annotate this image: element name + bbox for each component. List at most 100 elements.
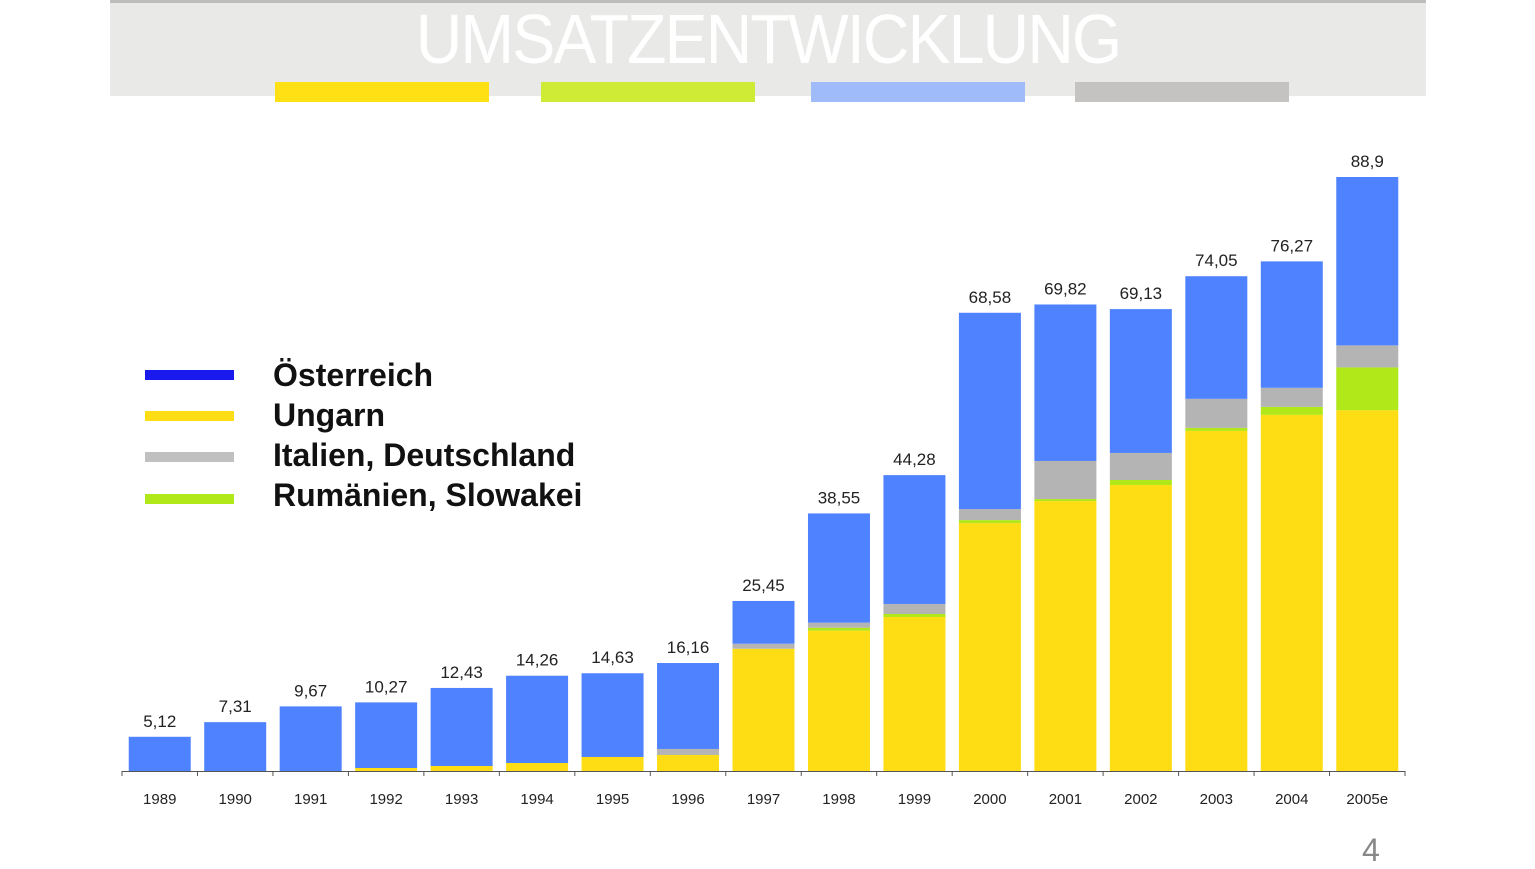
header-band: UMSATZENTWICKLUNG xyxy=(110,0,1426,96)
data-label-total: 14,63 xyxy=(591,648,634,667)
bar-segment-österreich-1997 xyxy=(732,600,795,644)
data-label-total: 9,67 xyxy=(294,681,327,700)
x-tick-label: 1991 xyxy=(294,791,327,808)
legend-label: Rumänien, Slowakei xyxy=(273,477,583,513)
bar-segment-ungarn-1999 xyxy=(883,616,946,771)
legend-swatch xyxy=(145,452,234,462)
bar-segment-rumänien-slowakei-2004 xyxy=(1260,406,1323,415)
bar-segment-italien-deutschland-1999 xyxy=(883,603,946,614)
bar-segment-rumänien-slowakei-1998 xyxy=(807,627,870,631)
bar-segment-ungarn-1997 xyxy=(732,648,795,771)
bar-segment-italien-deutschland-2002 xyxy=(1109,452,1172,481)
x-tick-label: 2000 xyxy=(973,791,1006,808)
bar-segment-österreich-1992 xyxy=(355,702,418,768)
bar-segment-österreich-1998 xyxy=(807,513,870,623)
bar-segment-italien-deutschland-2005e xyxy=(1336,345,1399,368)
data-label-total: 16,16 xyxy=(667,638,710,657)
bar-segment-ungarn-1998 xyxy=(807,630,870,771)
legend-label: Ungarn xyxy=(273,397,385,433)
legend-label: Italien, Deutschland xyxy=(273,437,576,473)
bar-segment-italien-deutschland-2003 xyxy=(1185,398,1248,428)
bar-segment-österreich-2000 xyxy=(958,312,1021,510)
bar-segment-österreich-2001 xyxy=(1034,304,1097,461)
x-tick-label: 1994 xyxy=(520,791,553,808)
x-tick-label: 2002 xyxy=(1124,791,1157,808)
bar-segment-österreich-1995 xyxy=(581,673,644,757)
bar-segment-österreich-1991 xyxy=(279,706,342,771)
bar-segment-ungarn-2000 xyxy=(958,523,1021,771)
bar-segment-italien-deutschland-1998 xyxy=(807,622,870,628)
data-label-total: 7,31 xyxy=(219,697,252,716)
bar-segment-österreich-2003 xyxy=(1185,276,1248,399)
header-top-border xyxy=(110,0,1426,3)
bar-segment-italien-deutschland-2001 xyxy=(1034,460,1097,500)
data-label-total: 14,26 xyxy=(516,651,559,670)
color-strip-blue xyxy=(811,82,1025,102)
x-tick-label: 1989 xyxy=(143,791,176,808)
bar-segment-rumänien-slowakei-1999 xyxy=(883,613,946,617)
x-tick-label: 1992 xyxy=(369,791,402,808)
legend-swatch xyxy=(145,411,234,421)
bar-segment-ungarn-1992 xyxy=(355,767,418,771)
bar-segment-ungarn-1993 xyxy=(430,765,493,771)
bar-segment-ungarn-2005e xyxy=(1336,410,1399,771)
bar-segment-ungarn-2002 xyxy=(1109,485,1172,771)
x-tick-label: 1993 xyxy=(445,791,478,808)
data-label-total: 68,58 xyxy=(969,288,1012,307)
data-label-total: 44,28 xyxy=(893,450,936,469)
color-strip-green xyxy=(541,82,755,102)
data-label-total: 69,13 xyxy=(1120,284,1163,303)
slide-title: UMSATZENTWICKLUNG xyxy=(415,0,1122,78)
x-tick-label: 2003 xyxy=(1200,791,1233,808)
bar-segment-ungarn-1994 xyxy=(506,762,569,771)
x-tick-label: 1999 xyxy=(898,791,931,808)
color-strip-yellow xyxy=(275,82,489,102)
bar-segment-rumänien-slowakei-2003 xyxy=(1185,427,1248,431)
x-tick-label: 1996 xyxy=(671,791,704,808)
bar-segment-österreich-1996 xyxy=(657,663,720,749)
data-label-total: 76,27 xyxy=(1271,236,1314,255)
bar-segment-österreich-1999 xyxy=(883,475,946,604)
data-label-total: 38,55 xyxy=(818,488,861,507)
x-tick-label: 2005e xyxy=(1346,791,1388,808)
color-strip-gray xyxy=(1075,82,1289,102)
data-label-total: 12,43 xyxy=(440,663,483,682)
bar-segment-rumänien-slowakei-2002 xyxy=(1109,480,1172,486)
bar-segment-italien-deutschland-2004 xyxy=(1260,387,1323,407)
data-label-total: 5,12 xyxy=(143,712,176,731)
x-tick-label: 1995 xyxy=(596,791,629,808)
data-label-total: 10,27 xyxy=(365,677,408,696)
bar-segment-rumänien-slowakei-2005e xyxy=(1336,367,1399,411)
data-label-total: 74,05 xyxy=(1195,251,1238,270)
bar-segment-ungarn-1996 xyxy=(657,754,720,771)
bar-segment-ungarn-1995 xyxy=(581,756,644,771)
bar-segment-österreich-2004 xyxy=(1260,261,1323,388)
bar-segment-ungarn-2004 xyxy=(1260,414,1323,771)
bar-segment-österreich-2002 xyxy=(1109,309,1172,453)
legend-label: Österreich xyxy=(273,357,434,393)
bar-segment-italien-deutschland-2000 xyxy=(958,509,1021,521)
bar-segment-österreich-1990 xyxy=(204,722,267,771)
bar-segment-italien-deutschland-1996 xyxy=(657,748,720,755)
bar-segment-ungarn-2001 xyxy=(1034,501,1097,771)
x-tick-label: 1998 xyxy=(822,791,855,808)
bar-segment-österreich-1994 xyxy=(506,675,569,763)
page-number: 4 xyxy=(1362,832,1380,868)
bar-segment-österreich-1989 xyxy=(128,736,191,771)
bar-segment-österreich-2005e xyxy=(1336,177,1399,346)
x-tick-label: 1997 xyxy=(747,791,780,808)
bar-segment-österreich-1993 xyxy=(430,687,493,766)
legend-swatch xyxy=(145,370,234,380)
x-tick-label: 2001 xyxy=(1049,791,1082,808)
bar-segment-rumänien-slowakei-2001 xyxy=(1034,499,1097,502)
bar-segment-ungarn-2003 xyxy=(1185,430,1248,771)
data-label-total: 69,82 xyxy=(1044,279,1087,298)
bar-segment-italien-deutschland-1997 xyxy=(732,643,795,649)
legend-swatch xyxy=(145,494,234,504)
x-tick-label: 2004 xyxy=(1275,791,1308,808)
data-label-total: 25,45 xyxy=(742,576,785,595)
data-label-total: 88,9 xyxy=(1351,152,1384,171)
bar-segment-rumänien-slowakei-2000 xyxy=(958,520,1021,524)
x-tick-label: 1990 xyxy=(219,791,252,808)
